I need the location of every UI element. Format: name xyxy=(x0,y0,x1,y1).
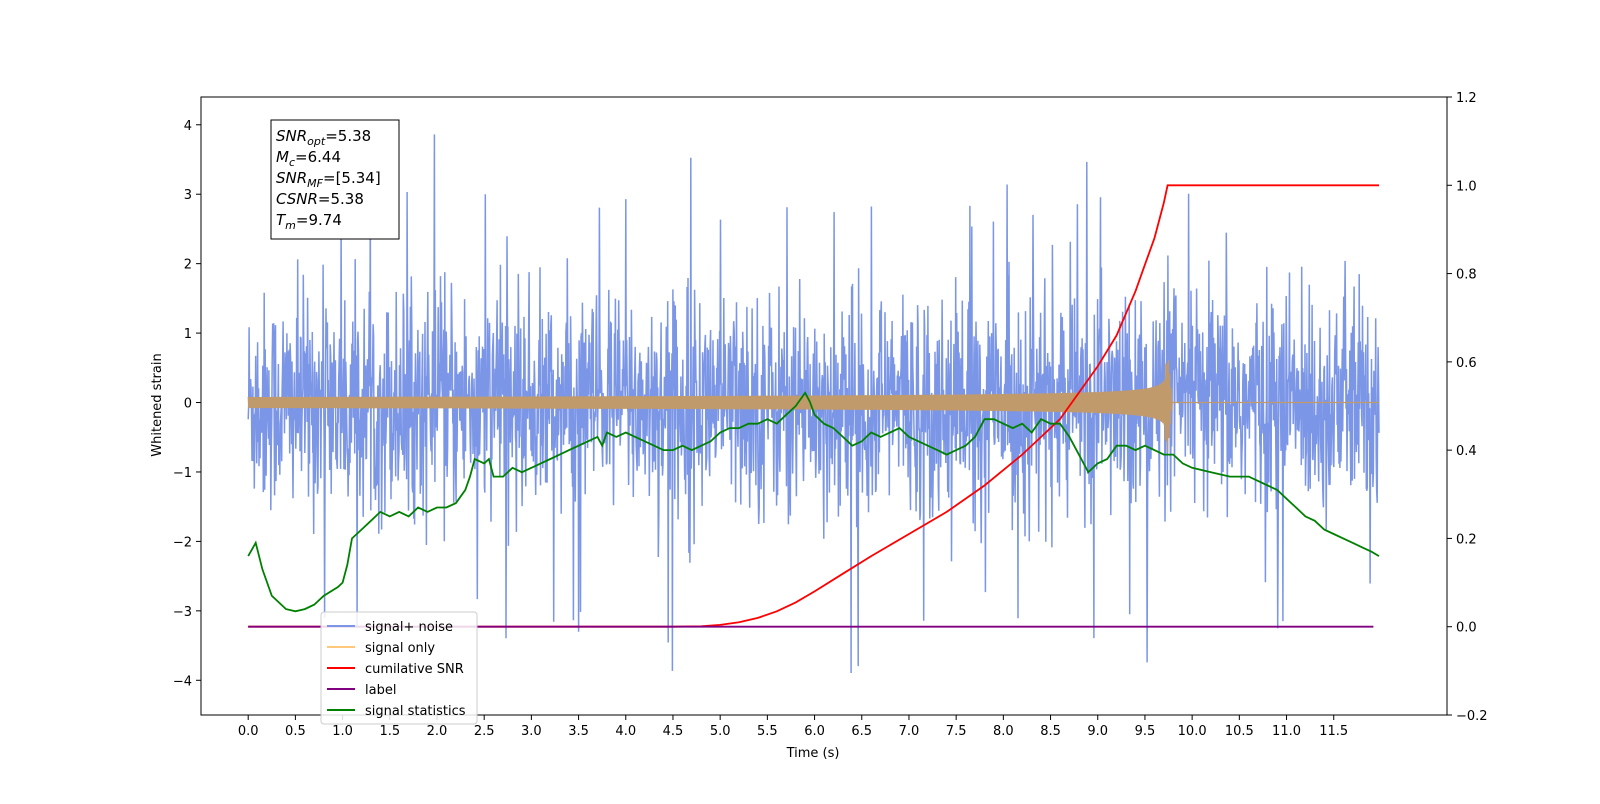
series-line-signal-only xyxy=(247,359,1379,453)
y-tick-label: −2 xyxy=(173,535,192,550)
plot-area xyxy=(247,134,1380,674)
y2-tick-label: −0.2 xyxy=(1456,709,1488,724)
x-tick-label: 10.0 xyxy=(1178,724,1207,739)
y-tick-label: 2 xyxy=(184,258,192,273)
y2-tick-label: 0.6 xyxy=(1456,356,1477,371)
x-tick-label: 2.0 xyxy=(427,724,448,739)
y-tick-label: 1 xyxy=(184,327,192,342)
x-tick-label: 7.0 xyxy=(899,724,920,739)
y-tick-label: 3 xyxy=(184,188,192,203)
y-axis-label: Whitened strain xyxy=(150,353,165,456)
info-line: CSNR=5.38 xyxy=(276,190,364,208)
plot-frame xyxy=(200,96,1448,716)
axes: 0.0 0.5 1.0 1.5 2.0 2.5 3.0 3.5 4.0 4.5 5.0 5.5 6.0 6… xyxy=(173,91,1488,739)
y-tick-label: 4 xyxy=(184,119,192,134)
y-tick-label: 0 xyxy=(184,397,192,412)
x-tick-label: 6.5 xyxy=(851,724,872,739)
x-tick-label: 11.5 xyxy=(1319,724,1348,739)
x-tick-label: 2.5 xyxy=(474,724,495,739)
info-line: SNRMF=[5.34] xyxy=(276,169,381,190)
info-line: Tm=9.74 xyxy=(276,211,342,232)
legend: signal+ noise signal only cumilative SNR la… xyxy=(320,611,478,725)
y2-tick-label: 0.4 xyxy=(1456,444,1477,459)
x-tick-label: 11.0 xyxy=(1272,724,1301,739)
x-tick-label: 10.5 xyxy=(1225,724,1254,739)
x-tick-label: 4.5 xyxy=(663,724,684,739)
x-tick-label: 9.5 xyxy=(1135,724,1156,739)
x-tick-label: 6.0 xyxy=(804,724,825,739)
legend-label: signal+ noise xyxy=(365,620,453,635)
x-tick-label: 8.0 xyxy=(993,724,1014,739)
info-line: Mc=6.44 xyxy=(276,148,341,169)
legend-frame xyxy=(320,611,478,725)
x-tick-label: 3.5 xyxy=(568,724,589,739)
x-tick-label: 5.5 xyxy=(757,724,778,739)
legend-label: signal only xyxy=(365,641,435,656)
x-tick-label: 1.5 xyxy=(379,724,400,739)
x-axis-label: Time (s) xyxy=(786,746,840,761)
y2-tick-label: 0.0 xyxy=(1456,621,1477,636)
y-tick-label: −4 xyxy=(173,674,192,689)
legend-label: label xyxy=(365,683,396,698)
y-tick-label: −1 xyxy=(173,466,192,481)
x-tick-label: 9.0 xyxy=(1087,724,1108,739)
y2-tick-label: 0.2 xyxy=(1456,532,1477,547)
y2-tick-label: 1.0 xyxy=(1456,179,1477,194)
x-tick-label: 3.0 xyxy=(521,724,542,739)
x-tick-label: 0.5 xyxy=(285,724,306,739)
legend-label: cumilative SNR xyxy=(365,662,464,677)
series-line-signal-statistics xyxy=(247,391,1380,613)
x-tick-label: 1.0 xyxy=(332,724,353,739)
y2-tick-label: 0.8 xyxy=(1456,268,1477,283)
x-tick-label: 4.0 xyxy=(615,724,636,739)
x-tick-label: 5.0 xyxy=(710,724,731,739)
x-tick-label: 0.0 xyxy=(238,724,259,739)
info-box-frame xyxy=(270,119,400,240)
info-line: SNRopt=5.38 xyxy=(276,127,371,148)
legend-label: signal statistics xyxy=(365,704,466,719)
series-line-cumilative-snr xyxy=(248,184,1379,628)
y2-tick-label: 1.2 xyxy=(1456,91,1477,106)
x-tick-label: 7.5 xyxy=(946,724,967,739)
x-tick-label: 8.5 xyxy=(1040,724,1061,739)
y-tick-label: −3 xyxy=(173,605,192,620)
